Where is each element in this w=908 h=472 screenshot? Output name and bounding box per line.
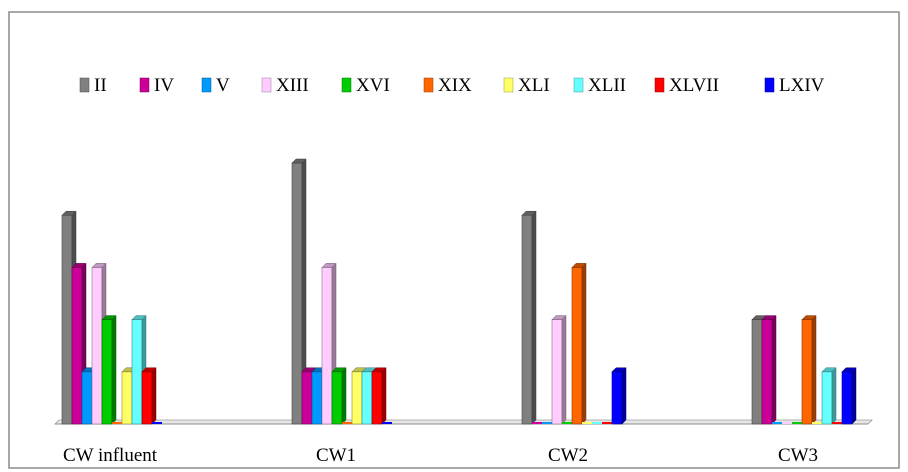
legend-item-xvi: XVI — [341, 75, 390, 96]
bar-xvi-1 — [331, 367, 347, 425]
bar-lxiv-2 — [611, 367, 627, 425]
legend-label: XIII — [276, 75, 309, 96]
bar-lxiv-1 — [382, 422, 392, 424]
category-label: CW2 — [548, 445, 588, 466]
legend-label: XIX — [438, 75, 472, 96]
legend-label: XLII — [588, 75, 626, 96]
legend-item-xlvii: XLVII — [654, 75, 719, 96]
bar-xix-1 — [342, 422, 352, 424]
bar-iv-2 — [532, 422, 542, 424]
legend-item-iv: IV — [139, 75, 174, 96]
chart-floor — [54, 419, 873, 425]
bar-xix-0 — [112, 422, 122, 424]
bar-xvi-2 — [562, 422, 572, 424]
bar-xix-2 — [571, 262, 587, 425]
x-axis-labels: CW influent CW1 CW2 CW3 — [63, 445, 818, 466]
legend-swatch — [423, 77, 434, 93]
legend-label: V — [216, 75, 230, 96]
bar-iv-3 — [761, 314, 777, 425]
legend-item-xli: XLI — [503, 75, 550, 96]
legend-label: II — [94, 75, 107, 96]
category-label: CW3 — [778, 445, 818, 466]
bar-ii-2 — [521, 210, 537, 425]
legend-label: XLI — [518, 75, 550, 96]
legend-swatch — [654, 77, 665, 93]
bar-xlvii-2 — [602, 422, 612, 424]
legend-label: XLVII — [669, 75, 719, 96]
legend-swatch — [139, 77, 150, 93]
legend-swatch — [79, 77, 90, 93]
bar-v-3 — [772, 422, 782, 424]
legend-swatch — [261, 77, 272, 93]
bar-xvi-3 — [792, 422, 802, 424]
legend-swatch — [341, 77, 352, 93]
bar-lxiv-0 — [152, 422, 162, 424]
bar-lxiv-3 — [841, 367, 857, 425]
bar-v-2 — [542, 422, 552, 424]
bar-xlii-3 — [821, 367, 837, 425]
bar-xiii-2 — [551, 314, 567, 425]
legend-label: IV — [154, 75, 174, 96]
bar-xix-3 — [801, 314, 817, 425]
bar-xlvii-0 — [141, 367, 157, 425]
legend-swatch — [503, 77, 514, 93]
legend: II IV V XIII XVI XIX XLI XLII XLVII LXIV — [79, 75, 825, 96]
legend-swatch — [764, 77, 775, 93]
legend-item-v: V — [201, 75, 230, 96]
category-label: CW influent — [63, 445, 158, 466]
plot-area — [54, 158, 873, 425]
bar-xlvii-3 — [832, 422, 842, 424]
legend-item-ii: II — [79, 75, 107, 96]
bar-xlvii-1 — [371, 367, 387, 425]
legend-label: LXIV — [779, 75, 825, 96]
category-label: CW1 — [316, 445, 356, 466]
legend-item-lxiv: LXIV — [764, 75, 825, 96]
bar-xlii-2 — [592, 422, 602, 424]
bar-ii-1 — [291, 158, 307, 425]
legend-swatch — [201, 77, 212, 93]
legend-item-xix: XIX — [423, 75, 472, 96]
bar-xli-2 — [582, 422, 592, 424]
bar-xli-3 — [812, 422, 822, 424]
legend-swatch — [573, 77, 584, 93]
chart-border — [8, 11, 900, 469]
legend-label: XVI — [356, 75, 390, 96]
legend-item-xiii: XIII — [261, 75, 309, 96]
bar-xvi-0 — [101, 314, 117, 425]
legend-item-xlii: XLII — [573, 75, 626, 96]
bar-xiii-3 — [782, 422, 792, 424]
